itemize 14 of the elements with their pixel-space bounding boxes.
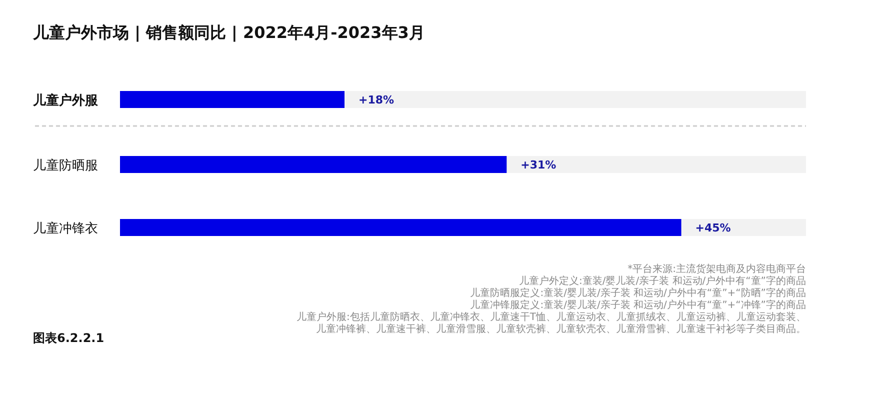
data-label: +45% [695,222,731,234]
y-tick-label: 儿童防晒服 [33,158,98,174]
chart-title: 儿童户外市场 | 销售额同比 | 2022年4月-2023年3月 [32,23,425,42]
text: 图表6.2.2.1 [33,331,104,345]
annotation: 儿童户外定义:童装/婴儿装/亲子装 和运动/户外中有“童”字的商品 [518,275,806,287]
text: 儿童冲锋服定义:童装/婴儿装/亲子装 和运动/户外中有“童”+“冲锋”字的商品 [470,299,806,311]
annotation: 儿童防晒服定义:童装/婴儿装/亲子装 和运动/户外中有“童”+“防晒”字的商品 [470,287,806,299]
text: 儿童户外服:包括儿童防晒衣、儿童冲锋衣、儿童速干T恤、儿童运动衣、儿童抓绒衣、儿童运动裤、儿童运动套装、 [296,311,806,323]
data-label: +18% [358,94,394,106]
annotation: *平台来源:主流货架电商及内容电商平台 [628,263,806,275]
data-label: +31% [520,158,556,172]
text: 儿童冲锋裤、儿童速干裤、儿童滑雪服、儿童软壳裤、儿童软壳衣、儿童滑雪裤、儿童速干衬衫等子类目商品。 [316,323,806,335]
y-tick-label: 儿童户外服 [32,92,99,108]
y-tick-label: 儿童冲锋衣 [33,220,98,236]
